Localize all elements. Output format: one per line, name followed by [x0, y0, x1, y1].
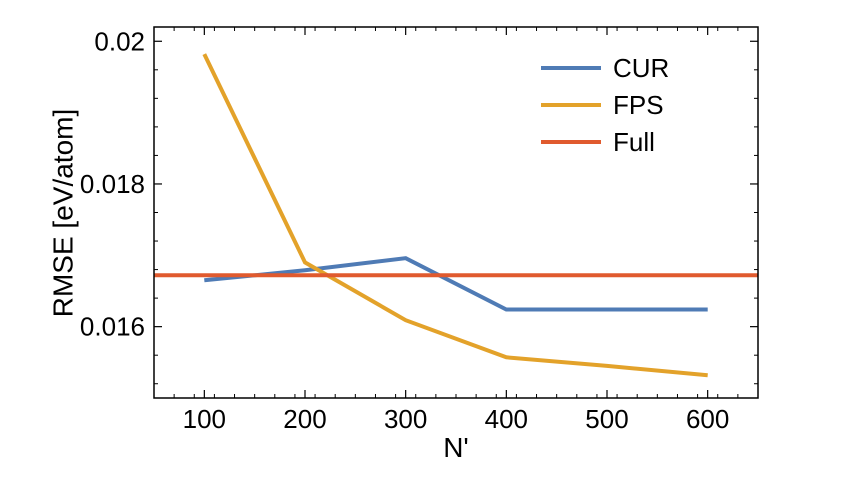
- x-tick-label: 100: [183, 404, 226, 434]
- x-tick-label: 600: [686, 404, 729, 434]
- x-tick-label: 400: [485, 404, 528, 434]
- y-axis-label: RMSE [eV/atom]: [48, 109, 79, 318]
- y-tick-label: 0.016: [80, 312, 145, 342]
- x-axis-label: N': [443, 432, 469, 463]
- y-tick-label: 0.018: [80, 169, 145, 199]
- x-tick-label: 200: [283, 404, 326, 434]
- y-tick-label: 0.02: [94, 26, 145, 56]
- tick-labels: 100 200 300 400 500 600 0.016 0.018 0.02: [80, 26, 729, 434]
- x-tick-label: 300: [384, 404, 427, 434]
- legend-label-cur: CUR: [613, 53, 669, 83]
- axis-ticks: [153, 27, 759, 398]
- legend-label-full: Full: [613, 127, 655, 157]
- x-tick-label: 500: [585, 404, 628, 434]
- series-lines: [154, 53, 758, 378]
- legend: CUR FPS Full: [541, 53, 669, 157]
- series-line-fps: [202, 53, 708, 378]
- legend-label-fps: FPS: [613, 90, 664, 120]
- series-line-cur: [204, 256, 708, 312]
